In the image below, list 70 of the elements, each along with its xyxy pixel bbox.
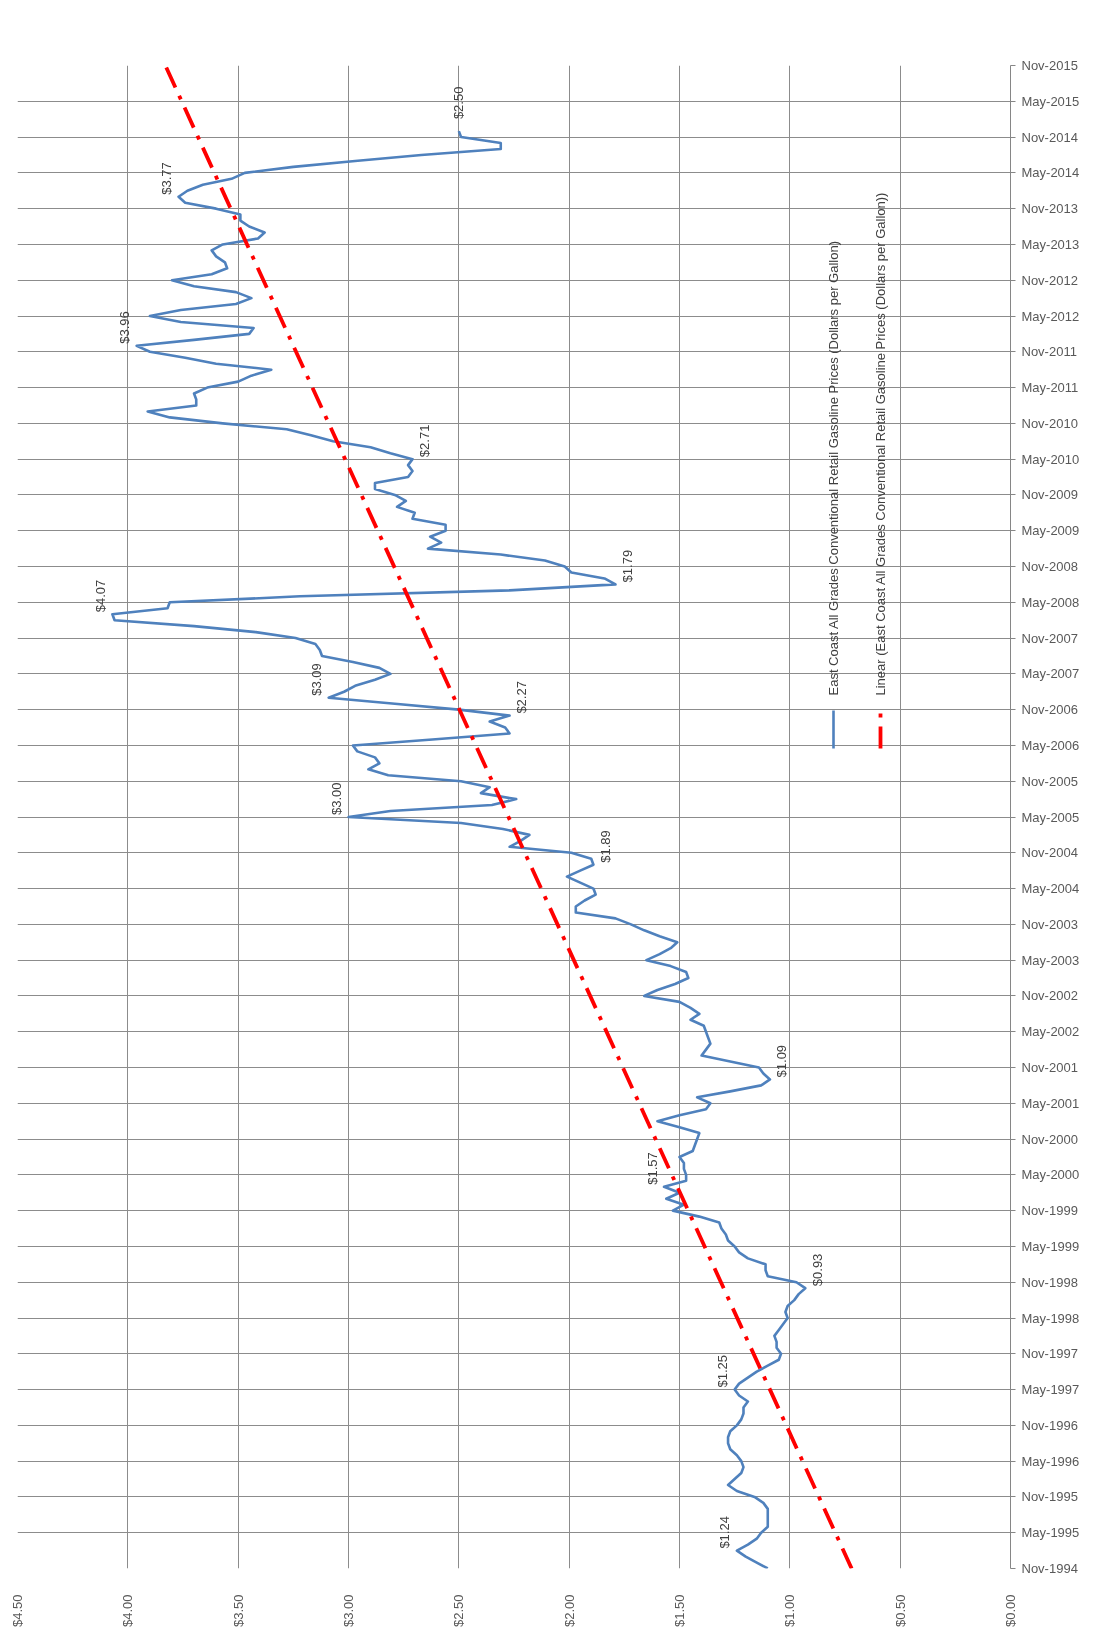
data-label: $3.09 — [309, 663, 325, 696]
y-tick-label: Nov-2000 — [1021, 1131, 1078, 1147]
data-label: $1.79 — [620, 549, 636, 583]
y-tick-label: May-2005 — [1021, 809, 1080, 825]
y-tick-label: Nov-2010 — [1021, 415, 1078, 431]
data-label: $2.50 — [451, 86, 467, 120]
y-tick-label: Nov-1996 — [1021, 1417, 1078, 1433]
data-label: $1.24 — [717, 1516, 733, 1549]
y-tick-label: May-2003 — [1021, 952, 1080, 968]
y-tick-label: May-1998 — [1021, 1310, 1080, 1326]
y-tick-label: Nov-2015 — [1021, 58, 1078, 73]
x-tick-label: $1.50 — [672, 1594, 687, 1628]
data-label: $4.07 — [92, 579, 108, 613]
y-tick-label: Nov-1999 — [1021, 1203, 1078, 1219]
x-tick-label: $1.00 — [782, 1594, 798, 1628]
y-tick-label: May-2010 — [1021, 451, 1080, 467]
x-tick-label: $4.50 — [10, 1594, 25, 1628]
x-tick-label: $3.00 — [341, 1594, 356, 1628]
y-tick-label: Nov-1994 — [1021, 1561, 1078, 1576]
y-tick-label: May-2009 — [1021, 523, 1080, 539]
y-tick-label: May-1996 — [1021, 1453, 1080, 1469]
data-label: $2.71 — [416, 424, 432, 458]
y-tick-label: May-2004 — [1021, 881, 1080, 897]
y-tick-label: Nov-2005 — [1021, 773, 1078, 789]
y-tick-label: May-2011 — [1021, 380, 1079, 396]
data-label: $1.09 — [774, 1044, 790, 1078]
y-tick-label: Nov-2008 — [1021, 559, 1078, 574]
y-tick-label: Nov-2009 — [1021, 487, 1078, 503]
text: Linear (East Coast All Grades Conventional Retail Gasoline Prices (Dollars per Gallon)) — [873, 192, 888, 696]
y-tick-label: May-2008 — [1021, 594, 1080, 610]
y-tick-label: May-2014 — [1021, 165, 1080, 181]
data-label: $1.89 — [597, 830, 613, 863]
y-tick-label: Nov-2001 — [1021, 1060, 1078, 1075]
x-tick-label: $2.00 — [561, 1594, 577, 1628]
x-tick-label: $2.50 — [451, 1594, 467, 1628]
y-tick-label: Nov-1995 — [1021, 1489, 1078, 1505]
y-tick-label: May-2001 — [1021, 1095, 1080, 1111]
y-tick-label: Nov-2006 — [1021, 702, 1078, 718]
y-tick-label: May-2006 — [1021, 737, 1080, 753]
y-tick-label: Nov-2013 — [1021, 201, 1078, 217]
y-tick-label: Nov-2012 — [1021, 272, 1078, 288]
data-label: $1.57 — [644, 1152, 660, 1185]
y-tick-label: Nov-1998 — [1021, 1274, 1078, 1290]
y-tick-label: Nov-2002 — [1021, 988, 1078, 1004]
y-tick-label: May-1997 — [1021, 1382, 1080, 1398]
y-tick-label: May-2002 — [1021, 1024, 1080, 1040]
data-label: $0.93 — [809, 1253, 825, 1287]
y-tick-label: May-2007 — [1021, 666, 1080, 682]
text: East Coast All Grades Conventional Retail Gasoline Prices (Dollars per Gallon) — [826, 241, 841, 696]
x-tick-label: $4.00 — [120, 1594, 136, 1628]
y-tick-label: May-2013 — [1021, 236, 1080, 252]
y-tick-label: May-2012 — [1021, 308, 1080, 324]
x-tick-label: $0.00 — [1003, 1594, 1018, 1628]
y-tick-label: Nov-2011 — [1021, 344, 1077, 360]
y-tick-label: May-1999 — [1021, 1238, 1080, 1254]
x-tick-label: $0.50 — [892, 1594, 908, 1628]
data-label: $3.00 — [329, 782, 344, 815]
x-tick-label: $3.50 — [230, 1594, 246, 1628]
y-tick-label: Nov-2003 — [1021, 916, 1078, 932]
y-tick-label: May-2015 — [1021, 93, 1080, 109]
data-label: $3.96 — [117, 311, 133, 344]
y-tick-label: May-1995 — [1021, 1525, 1080, 1541]
y-tick-label: May-2000 — [1021, 1167, 1080, 1183]
data-label: $2.27 — [514, 681, 530, 714]
y-tick-label: Nov-1997 — [1021, 1346, 1078, 1362]
data-label: $3.77 — [159, 162, 175, 195]
y-tick-label: Nov-2004 — [1021, 845, 1078, 861]
data-label: $1.25 — [715, 1355, 731, 1388]
y-tick-label: Nov-2014 — [1021, 129, 1078, 145]
y-tick-label: Nov-2007 — [1021, 630, 1078, 646]
